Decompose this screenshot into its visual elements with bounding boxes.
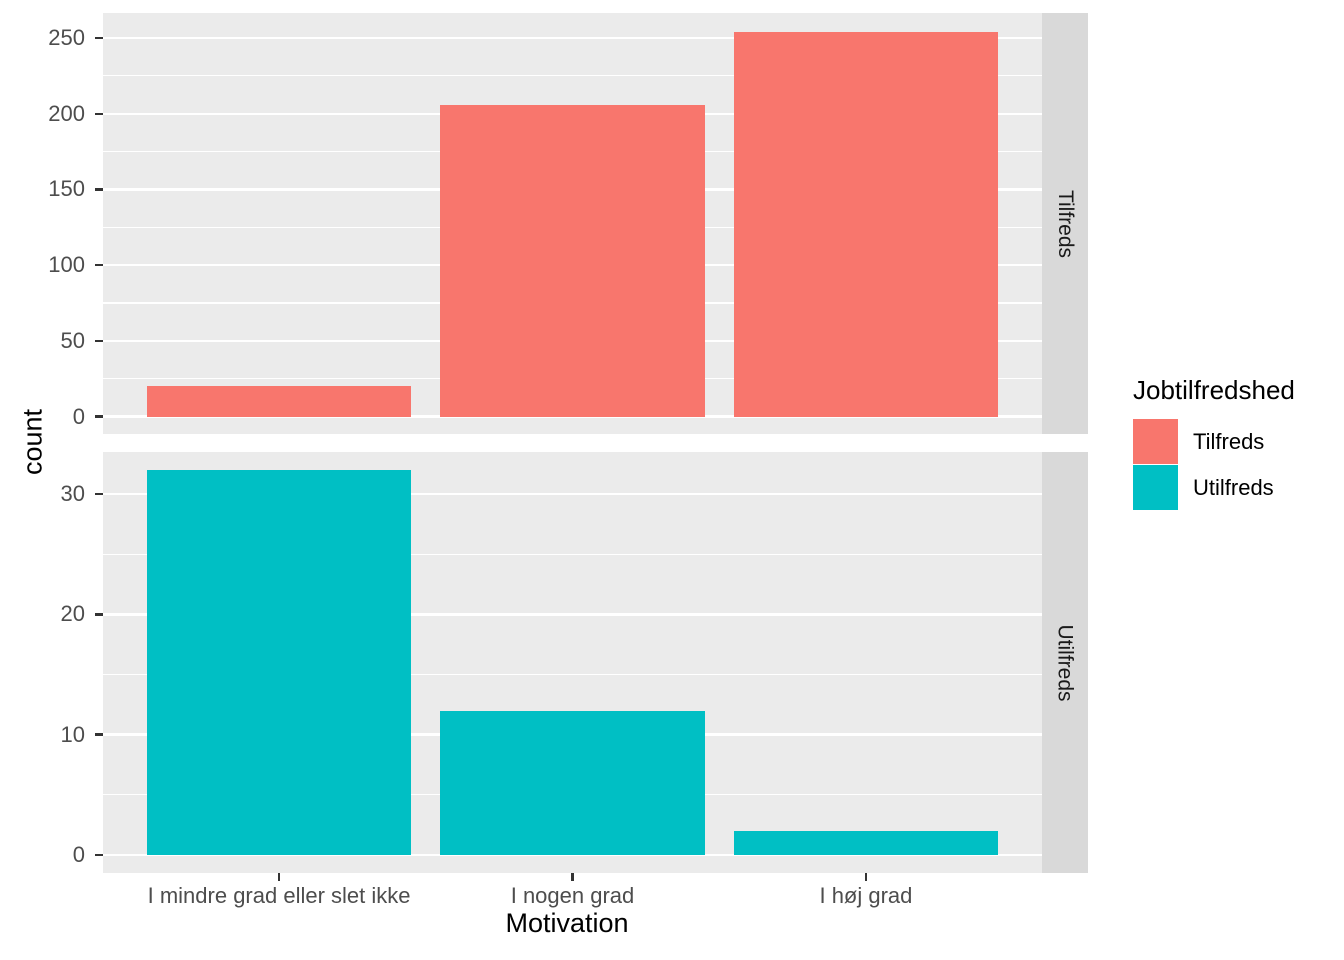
- x-tick-label: I høj grad: [819, 883, 913, 908]
- y-tick-label: 150: [48, 176, 85, 202]
- y-tick-label: 30: [60, 481, 85, 507]
- gridline-major: [103, 613, 1042, 616]
- facet-panel-tilfreds: [103, 13, 1042, 434]
- legend: Jobtilfredshed Tilfreds Utilfreds: [1133, 377, 1295, 511]
- legend-item-utilfreds: Utilfreds: [1133, 465, 1295, 510]
- y-tick-mark: [95, 188, 103, 191]
- x-axis-title: Motivation: [505, 908, 629, 938]
- gridline-minor: [103, 553, 1042, 555]
- gridline-major: [103, 36, 1042, 40]
- y-tick-mark: [95, 853, 103, 857]
- y-tick-mark: [95, 339, 103, 343]
- gridline-minor: [103, 673, 1042, 676]
- gridline-major: [103, 492, 1042, 496]
- bar-tilfreds-i-h-j-grad: [733, 31, 998, 417]
- x-tick-label: I mindre grad eller slet ikke: [147, 883, 411, 908]
- bar-utilfreds-i-mindre-grad-eller-slet-ikke: [147, 470, 412, 855]
- gridline-major: [103, 415, 1042, 418]
- facet-strip-tilfreds: Tilfreds: [1042, 13, 1088, 434]
- legend-label-utilfreds: Utilfreds: [1193, 474, 1274, 500]
- legend-swatch-utilfreds: [1133, 465, 1178, 510]
- y-tick-mark: [95, 36, 103, 40]
- y-tick-mark: [95, 492, 103, 496]
- facet-strip-label: Tilfreds: [1054, 189, 1078, 258]
- x-tick-mark: [864, 873, 868, 881]
- facet-strip-label: Utilfreds: [1054, 623, 1077, 702]
- bar-tilfreds-i-nogen-grad: [440, 104, 705, 417]
- facet-strip-utilfreds: Utilfreds: [1042, 452, 1088, 873]
- x-tick-mark: [277, 873, 281, 881]
- bar-utilfreds-i-h-j-grad: [733, 830, 998, 855]
- y-tick-label: 10: [60, 721, 85, 747]
- y-tick-label: 0: [72, 403, 85, 429]
- legend-title: Jobtilfredshed: [1133, 375, 1295, 405]
- y-tick-mark: [95, 112, 103, 115]
- gridline-major: [103, 853, 1042, 857]
- y-tick-label: 0: [72, 841, 85, 867]
- x-tick-mark: [571, 873, 574, 881]
- legend-label-tilfreds: Tilfreds: [1193, 428, 1265, 454]
- y-tick-mark: [95, 263, 103, 267]
- y-tick-mark: [95, 415, 103, 418]
- y-tick-label: 250: [48, 24, 85, 50]
- gridline-minor: [103, 75, 1042, 77]
- legend-item-tilfreds: Tilfreds: [1133, 419, 1295, 464]
- y-tick-label: 100: [48, 252, 85, 278]
- y-tick-mark: [95, 733, 103, 736]
- y-axis-title: count: [17, 408, 48, 476]
- y-tick-label: 50: [60, 327, 85, 353]
- y-tick-label: 200: [48, 100, 85, 126]
- y-tick-label: 20: [60, 601, 85, 627]
- bar-utilfreds-i-nogen-grad: [440, 710, 705, 855]
- y-tick-mark: [95, 613, 103, 616]
- facet-panel-utilfreds: [103, 452, 1042, 873]
- legend-swatch-tilfreds: [1133, 419, 1178, 464]
- bar-tilfreds-i-mindre-grad-eller-slet-ikke: [147, 386, 412, 417]
- x-tick-label: I nogen grad: [510, 883, 635, 908]
